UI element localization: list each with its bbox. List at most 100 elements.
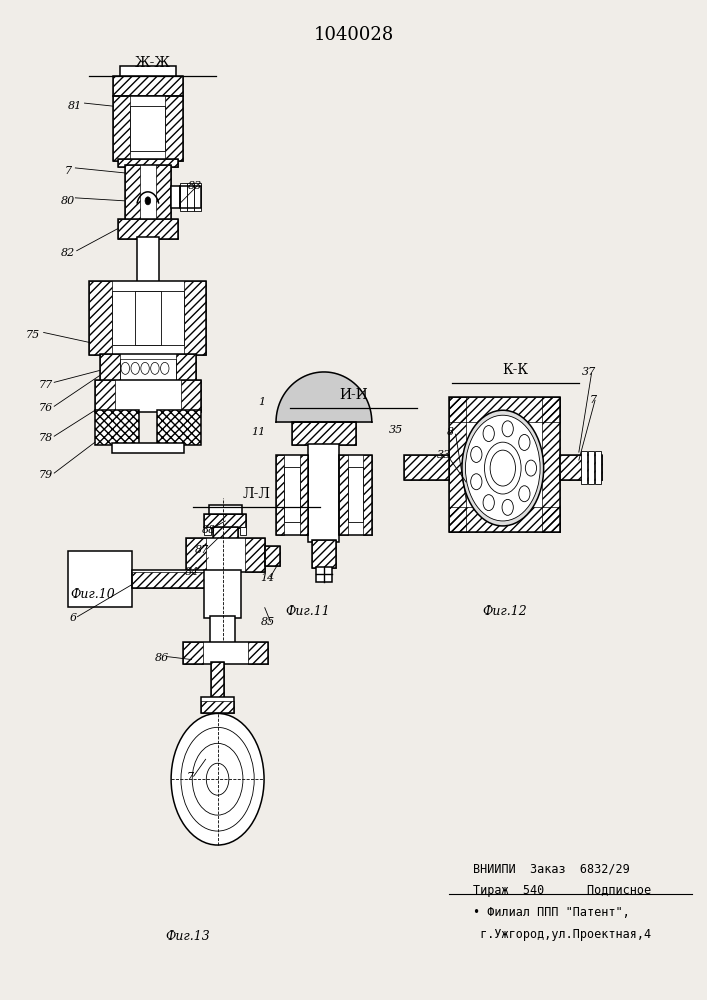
Bar	[276, 455, 284, 535]
Text: 87: 87	[195, 545, 209, 555]
Text: 14: 14	[260, 573, 275, 583]
Bar	[186, 538, 206, 572]
Bar	[404, 455, 448, 480]
Bar	[117, 219, 178, 239]
Text: 1040028: 1040028	[313, 26, 394, 44]
Bar	[348, 467, 363, 522]
Text: 8: 8	[447, 427, 454, 437]
Bar	[95, 380, 201, 412]
Circle shape	[192, 743, 243, 815]
Text: 85: 85	[260, 617, 275, 627]
Circle shape	[462, 410, 544, 526]
Text: 33: 33	[436, 450, 451, 460]
Bar	[276, 455, 308, 535]
Text: Тираж  540      Подписное: Тираж 540 Подписное	[473, 884, 651, 897]
Text: Л-Л: Л-Л	[243, 487, 270, 501]
Text: 82: 82	[62, 248, 76, 258]
Bar	[211, 662, 224, 699]
Bar	[183, 642, 267, 664]
Circle shape	[484, 442, 521, 494]
Text: • Филиал ППП "Патент",: • Филиал ППП "Патент",	[473, 906, 630, 919]
Circle shape	[141, 362, 149, 374]
Text: 84: 84	[185, 567, 199, 577]
Bar	[209, 505, 242, 514]
Circle shape	[519, 486, 530, 502]
Text: 7: 7	[65, 166, 72, 176]
Bar	[339, 455, 372, 535]
Bar	[112, 443, 184, 453]
Bar	[213, 527, 238, 540]
Text: И-И: И-И	[339, 388, 368, 402]
Bar	[181, 380, 201, 412]
Bar	[100, 354, 196, 382]
Circle shape	[465, 415, 540, 521]
Bar	[448, 397, 560, 422]
Bar	[300, 455, 308, 535]
Bar	[124, 165, 140, 221]
Text: 75: 75	[26, 330, 40, 340]
Bar	[363, 455, 372, 535]
Bar	[204, 570, 241, 618]
Bar	[448, 507, 560, 532]
Bar	[339, 455, 348, 535]
Circle shape	[181, 727, 255, 831]
Bar	[69, 551, 132, 607]
Text: Фиг.13: Фиг.13	[165, 930, 211, 943]
Bar	[248, 642, 267, 664]
Circle shape	[471, 474, 482, 490]
Bar	[132, 570, 206, 588]
Text: 76: 76	[39, 403, 53, 413]
Bar	[581, 451, 588, 484]
Bar	[95, 410, 139, 445]
Text: 37: 37	[583, 367, 597, 377]
Bar	[560, 455, 602, 480]
Text: 11: 11	[251, 427, 266, 437]
Text: Фиг.11: Фиг.11	[286, 605, 330, 618]
Bar	[194, 183, 201, 211]
Bar	[136, 237, 159, 283]
Bar	[588, 451, 595, 484]
Text: К-К: К-К	[503, 363, 528, 377]
Bar	[308, 444, 339, 542]
Text: 1: 1	[258, 397, 266, 407]
Bar	[156, 165, 171, 221]
Bar	[95, 380, 115, 412]
Circle shape	[519, 434, 530, 450]
Bar	[176, 354, 196, 382]
Text: 80: 80	[62, 196, 76, 206]
Circle shape	[160, 362, 169, 374]
Text: 7: 7	[187, 772, 194, 782]
Bar	[119, 66, 176, 76]
Circle shape	[502, 499, 513, 515]
Bar	[135, 291, 160, 345]
Text: 7: 7	[590, 395, 597, 405]
Bar	[186, 538, 264, 572]
Circle shape	[171, 713, 264, 845]
Bar	[157, 410, 201, 445]
Bar	[201, 701, 234, 713]
Bar	[213, 527, 238, 540]
Bar	[292, 422, 356, 445]
Bar	[211, 662, 224, 699]
Bar	[112, 96, 183, 161]
Circle shape	[490, 450, 515, 486]
Text: Ж-Ж: Ж-Ж	[135, 56, 171, 70]
Bar	[171, 186, 180, 208]
Bar	[240, 527, 247, 535]
Text: ВНИИПИ  Заказ  6832/29: ВНИИПИ Заказ 6832/29	[473, 862, 630, 875]
Bar	[204, 514, 247, 528]
Bar	[595, 451, 602, 484]
Bar	[201, 697, 234, 713]
Bar	[100, 354, 119, 382]
Bar	[124, 165, 171, 221]
Bar	[117, 219, 178, 239]
Bar	[312, 540, 336, 568]
Circle shape	[525, 460, 537, 476]
Bar	[404, 455, 448, 480]
Bar	[112, 76, 183, 96]
Bar	[165, 96, 183, 161]
Bar	[560, 455, 602, 480]
Text: 78: 78	[39, 433, 53, 443]
Circle shape	[121, 362, 129, 374]
Text: 86: 86	[155, 653, 169, 663]
